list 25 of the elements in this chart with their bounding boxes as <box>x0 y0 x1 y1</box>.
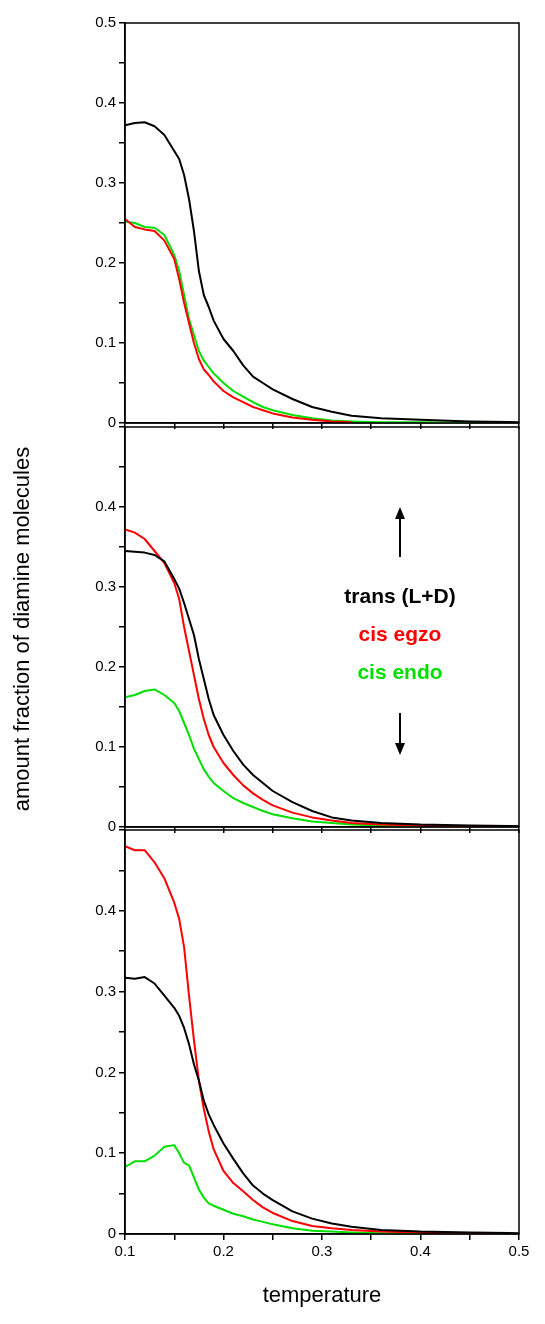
y-tick-label: 0.1 <box>95 333 116 351</box>
y-tick-label: 0.5 <box>95 13 116 31</box>
y-tick-label: 0.4 <box>95 900 116 918</box>
x-tick-label: 0.4 <box>410 1242 431 1260</box>
y-tick-label: 0.4 <box>95 93 116 111</box>
y-tick-label: 0.3 <box>95 173 116 191</box>
y-tick-label: 0.2 <box>95 1062 116 1080</box>
y-tick-label: 0 <box>107 1224 116 1242</box>
y-tick-label: 0.3 <box>95 577 116 595</box>
y-tick-label: 0 <box>107 817 116 835</box>
y-tick-label: 0 <box>107 413 116 431</box>
text: cis egzo <box>357 621 443 647</box>
x-tick-label: 0.5 <box>508 1242 530 1260</box>
text: trans (L+D) <box>343 583 457 609</box>
y-tick-label: 0.3 <box>95 981 116 999</box>
y-tick-label: 0.2 <box>95 657 116 675</box>
text: cis endo <box>356 659 444 685</box>
y-tick-label: 0.1 <box>95 737 116 755</box>
y-tick-label: 0.2 <box>95 253 116 271</box>
y-tick-label: 0.1 <box>95 1143 116 1161</box>
y-tick-label: 0.4 <box>95 497 116 515</box>
y-axis-title: amount fraction of diamine molecules <box>9 446 35 812</box>
x-axis-title: temperature <box>261 1282 383 1308</box>
x-tick-label: 0.2 <box>213 1242 234 1260</box>
x-tick-label: 0.3 <box>311 1242 333 1260</box>
